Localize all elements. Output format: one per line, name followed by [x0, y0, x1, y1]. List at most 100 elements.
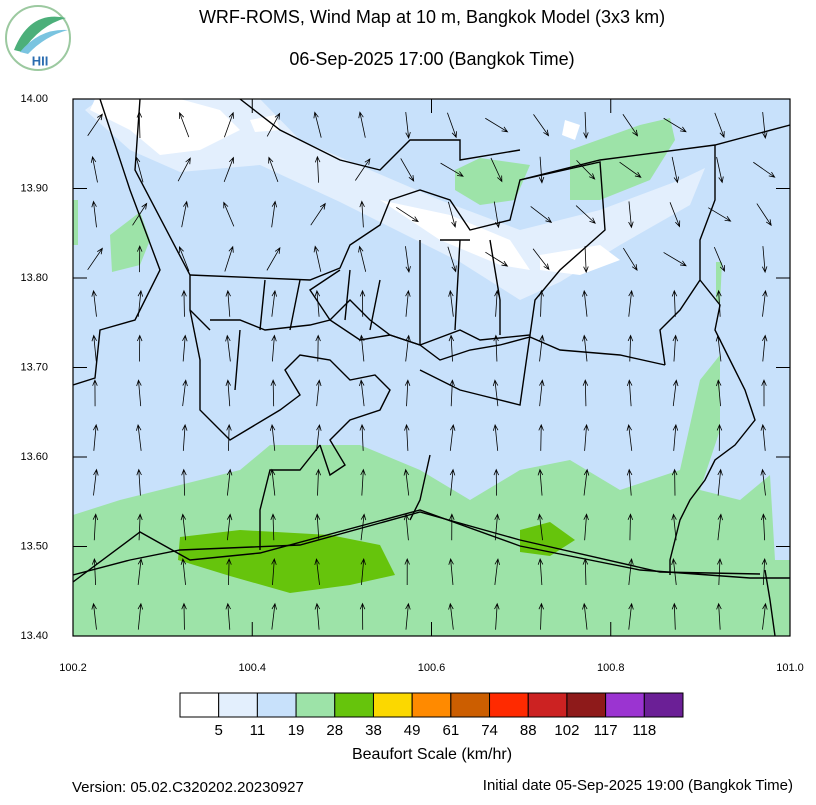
colorbar-box	[179, 692, 220, 718]
wind-arrow	[713, 246, 725, 273]
wind-arrow	[181, 289, 187, 317]
colorbar-label: 11	[250, 722, 266, 739]
wind-arrow	[314, 289, 321, 317]
wind-arrow	[182, 423, 188, 451]
boundary	[259, 444, 321, 550]
wind-arrow	[269, 468, 276, 496]
wind-arrow	[626, 423, 633, 451]
wind-arrow	[359, 423, 365, 451]
wind-arrow	[672, 423, 679, 451]
y-tick-label: 14.00	[20, 93, 48, 105]
colorbar-label: 5	[215, 722, 223, 739]
wind-arrow	[315, 334, 321, 362]
wind-arrow	[224, 245, 234, 272]
colorbar-box	[450, 692, 491, 718]
wind-arrow	[449, 379, 455, 407]
wind-arrow	[628, 558, 634, 585]
wind-arrow	[576, 160, 596, 180]
wind-arrow	[136, 423, 142, 451]
wind-arrow	[87, 247, 103, 271]
wind-arrow	[716, 423, 723, 451]
wind-arrow	[583, 468, 590, 496]
wind-arrow	[269, 423, 276, 451]
wind-zone	[73, 118, 722, 305]
wind-arrow	[530, 206, 553, 223]
colorbar-label: 28	[326, 722, 343, 739]
wind-arrow	[136, 334, 143, 362]
wind-arrow	[136, 379, 142, 407]
wind-arrow	[449, 423, 456, 451]
wind-arrow	[716, 156, 724, 184]
wind-arrow	[178, 111, 190, 138]
wind-arrow	[90, 155, 98, 183]
wind-arrow	[493, 468, 500, 496]
district-boundary	[234, 239, 501, 391]
wind-arrow	[404, 379, 411, 407]
colorbar-label: 38	[365, 722, 382, 739]
colorbar-box	[643, 692, 684, 718]
wind-arrow	[485, 251, 509, 267]
wind-arrow	[181, 200, 189, 228]
wind-arrow	[225, 289, 231, 317]
wind-arrow	[583, 246, 589, 274]
wind-arrow	[623, 247, 638, 272]
x-tick-label: 100.6	[418, 662, 446, 674]
boundaries	[73, 99, 790, 636]
x-tick-label: 101.0	[776, 662, 804, 674]
wind-arrow	[716, 289, 722, 317]
wind-arrow	[492, 423, 499, 451]
wind-arrow	[224, 111, 234, 138]
wind-arrow	[493, 334, 499, 362]
wind-arrow	[583, 423, 589, 451]
colorbar-box	[527, 692, 568, 718]
colorbar-box	[566, 692, 607, 718]
wind-arrow	[628, 201, 634, 229]
wind-arrow	[447, 112, 457, 139]
wind-arrow	[92, 513, 99, 541]
logo-text: HII	[32, 53, 49, 68]
wind-arrow	[396, 206, 419, 223]
wind-arrow	[716, 602, 722, 630]
wind-arrow	[761, 557, 768, 586]
wind-arrow	[494, 513, 500, 541]
wind-arrow	[539, 334, 545, 362]
wind-arrow	[538, 289, 544, 317]
wind-arrow	[268, 156, 279, 183]
wind-arrow	[137, 602, 144, 630]
wind-arrow	[538, 156, 545, 184]
wind-arrow	[583, 111, 589, 140]
colorbar-title: Beaufort Scale (km/hr)	[352, 746, 512, 763]
wind-arrow	[753, 161, 776, 178]
wind-arrow	[538, 602, 544, 630]
colorbar-label: 118	[632, 722, 656, 739]
wind-arrow	[358, 245, 367, 272]
wind-arrow	[619, 161, 642, 178]
wind-arrow	[717, 468, 723, 496]
wind-arrow	[582, 379, 589, 407]
wind-arrow	[582, 334, 588, 362]
wind-arrow	[177, 157, 191, 182]
colorbar-label: 49	[404, 722, 421, 739]
wind-arrow	[440, 162, 464, 177]
colorbar-box	[372, 692, 413, 718]
wind-arrow	[628, 289, 634, 317]
wind-arrow	[448, 289, 454, 317]
wind-arrow	[582, 602, 588, 630]
y-tick-label: 13.50	[20, 540, 48, 552]
wind-arrow	[360, 513, 367, 541]
wind-arrow	[494, 602, 500, 630]
wind-arrow	[92, 423, 99, 451]
wind-arrow	[627, 513, 634, 541]
boundary	[73, 99, 161, 386]
wind-arrow	[761, 246, 768, 274]
wind-arrow	[223, 156, 235, 182]
wind-arrow	[93, 468, 99, 496]
wind-arrow	[672, 379, 679, 407]
wind-arrow	[136, 245, 143, 273]
wind-arrow	[628, 602, 634, 630]
wind-arrow	[403, 468, 410, 496]
wind-arrow	[532, 248, 550, 271]
colorbar: 5 11 19 28 38 49 61 74 88 102 117 118	[179, 692, 684, 739]
colorbar-box	[256, 692, 297, 718]
